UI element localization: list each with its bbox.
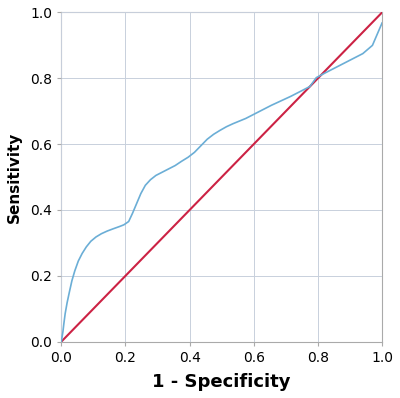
X-axis label: 1 - Specificity: 1 - Specificity <box>152 373 291 391</box>
Y-axis label: Sensitivity: Sensitivity <box>7 131 22 223</box>
